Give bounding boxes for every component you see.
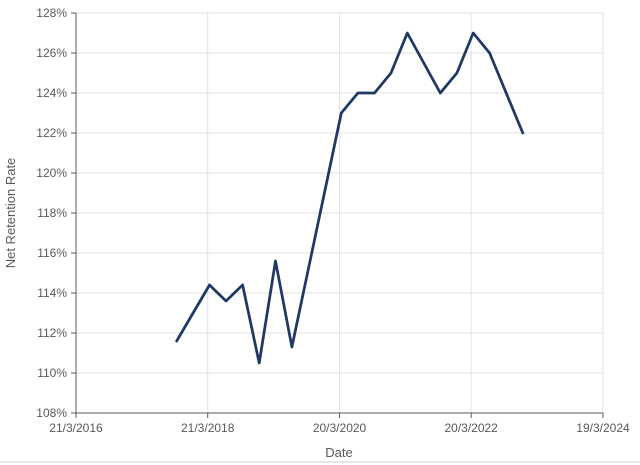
y-tick-label: 120% — [36, 166, 67, 180]
y-tick-label: 108% — [36, 406, 67, 420]
y-tick-label: 110% — [37, 366, 67, 380]
vertical-gridlines — [207, 13, 604, 413]
x-tick-label: 20/3/2022 — [444, 421, 498, 435]
y-tick-label: 124% — [36, 86, 67, 100]
y-tick-label: 122% — [36, 126, 67, 140]
y-tick-label: 128% — [36, 6, 67, 20]
x-tick-label: 21/3/2018 — [181, 421, 235, 435]
y-tick-label: 118% — [37, 206, 67, 220]
x-tick-label: 19/3/2024 — [576, 421, 630, 435]
y-tick-label: 116% — [37, 246, 67, 260]
x-tick-label: 20/3/2020 — [313, 421, 367, 435]
x-axis-title: Date — [325, 445, 352, 460]
y-tick-label: 126% — [36, 46, 67, 60]
x-tick-label: 21/3/2016 — [49, 421, 103, 435]
y-tick-label: 114% — [37, 286, 67, 300]
tick-marks — [71, 12, 604, 418]
x-tick-labels: 21/3/2016 21/3/2018 20/3/2020 20/3/2022 19/3… — [49, 421, 630, 435]
series-line-net-retention-rate — [175, 31, 525, 365]
window-bottom-edge — [0, 461, 640, 463]
y-tick-labels: 108% 110% 112% 114% 116% 118% 120% 122% 124% 126%… — [36, 6, 67, 420]
y-tick-label: 112% — [37, 326, 67, 340]
y-axis-title: Net Retention Rate — [3, 158, 18, 269]
